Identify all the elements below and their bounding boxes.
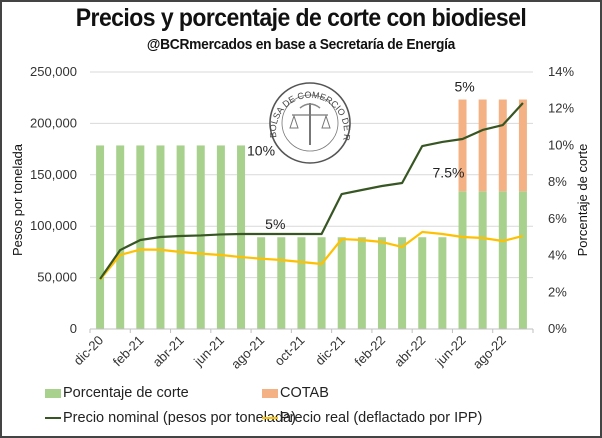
y-right-tick-label: 12% [548, 101, 574, 116]
bars [96, 99, 527, 329]
bar-porcentaje-de-corte-may-21 [196, 145, 205, 329]
y-right-axis-label: Porcentaje de corte [575, 144, 590, 257]
annotations: 10% 5% 7.5% 5% [247, 79, 475, 233]
y-right-tick-label: 10% [548, 137, 574, 152]
y-right-tick-label: 0% [548, 321, 567, 336]
legend-line-yellow [262, 417, 278, 420]
x-tick-label: jun-21 [190, 333, 227, 370]
bar-porcentaje-de-corte-ago-22 [498, 191, 507, 329]
bar-porcentaje-de-corte-abr-22 [418, 237, 427, 329]
y-right-tick-label: 6% [548, 211, 567, 226]
x-tick-label: oct-21 [271, 333, 307, 369]
bar-porcentaje-de-corte-mar-22 [398, 237, 407, 329]
legend-item-nominal: Precio nominal (pesos por tonelada) [45, 410, 296, 426]
bar-porcentaje-de-corte-jul-22 [478, 191, 487, 329]
legend-label: COTAB [280, 385, 329, 401]
bar-cotab-sep-22 [518, 99, 527, 192]
y-left-tick-label: 150,000 [30, 167, 77, 182]
x-tick-label: ago-21 [228, 333, 267, 372]
x-tick-label: abr-22 [391, 333, 428, 370]
y-left-tick-label: 100,000 [30, 218, 77, 233]
x-tick-label: feb-21 [110, 333, 147, 370]
x-tick-label: dic-21 [312, 333, 348, 369]
bar-porcentaje-de-corte-dic-21 [337, 237, 346, 329]
x-tick-label: ago-22 [470, 333, 509, 372]
bar-cotab-jun-22 [458, 99, 467, 192]
bar-porcentaje-de-corte-may-22 [438, 237, 447, 329]
legend-label: Precio real (deflactado por IPP) [280, 410, 483, 426]
legend-item-cotab: COTAB [262, 385, 329, 401]
annotation-label: 7.5% [433, 164, 465, 180]
annotation-label: 5% [265, 216, 285, 232]
legend-swatch-orange [262, 388, 278, 398]
chart-subtitle: @BCRmercados en base a Secretaría de Ene… [146, 36, 456, 53]
line-precio-nominal-pesos-por-tonelada [99, 102, 524, 280]
legend-item-porcentaje: Porcentaje de corte [45, 385, 189, 401]
bar-porcentaje-de-corte-jun-22 [458, 191, 467, 329]
bar-porcentaje-de-corte-dic-20 [96, 145, 105, 329]
bar-cotab-ago-22 [498, 99, 507, 192]
x-tick-label: abr-21 [150, 333, 187, 370]
bar-porcentaje-de-corte-ago-21 [257, 237, 266, 329]
annotation-label: 5% [455, 79, 475, 95]
lines [99, 102, 524, 281]
y-right-tick-label: 14% [548, 64, 574, 79]
chart-title: Precios y porcentaje de corte con biodie… [75, 4, 527, 32]
annotation-label: 10% [247, 142, 275, 158]
x-tick-label: feb-22 [351, 333, 388, 370]
bar-porcentaje-de-corte-jul-21 [237, 145, 246, 329]
line-precio-real-deflactado-por-ipp [99, 230, 524, 281]
bar-porcentaje-de-corte-jun-21 [216, 145, 225, 329]
y-left-tick-label: 0 [70, 321, 77, 336]
y-left-tick-label: 200,000 [30, 115, 77, 130]
legend-line-dark-green [45, 417, 61, 420]
legend-item-real: Precio real (deflactado por IPP) [262, 410, 482, 426]
bcr-logo: BOLSA DE COMERCIO DE ROSARIO [0, 0, 352, 164]
bar-porcentaje-de-corte-feb-22 [377, 237, 386, 329]
y-left-axis-label: Pesos por tonelada [10, 143, 25, 256]
y-right-tick-label: 2% [548, 284, 567, 299]
legend-swatch-green [45, 388, 61, 398]
bar-porcentaje-de-corte-ene-21 [116, 145, 125, 329]
bar-porcentaje-de-corte-abr-21 [176, 145, 185, 329]
y-right-tick-label: 8% [548, 174, 567, 189]
bar-porcentaje-de-corte-oct-21 [297, 237, 306, 329]
bar-porcentaje-de-corte-sep-22 [518, 191, 527, 329]
bar-porcentaje-de-corte-feb-21 [136, 145, 145, 329]
bar-porcentaje-de-corte-nov-21 [317, 237, 326, 329]
legend-label: Porcentaje de corte [63, 385, 189, 401]
bar-porcentaje-de-corte-sep-21 [277, 237, 286, 329]
y-right-tick-label: 4% [548, 248, 567, 263]
x-tick-label: jun-22 [432, 333, 469, 370]
bar-porcentaje-de-corte-ene-22 [357, 237, 366, 329]
legend-label: Precio nominal (pesos por tonelada) [63, 410, 296, 426]
y-left-tick-label: 50,000 [37, 270, 77, 285]
y-left-tick-label: 250,000 [30, 64, 77, 79]
bar-cotab-jul-22 [478, 99, 487, 192]
x-tick-label: dic-20 [71, 333, 107, 369]
